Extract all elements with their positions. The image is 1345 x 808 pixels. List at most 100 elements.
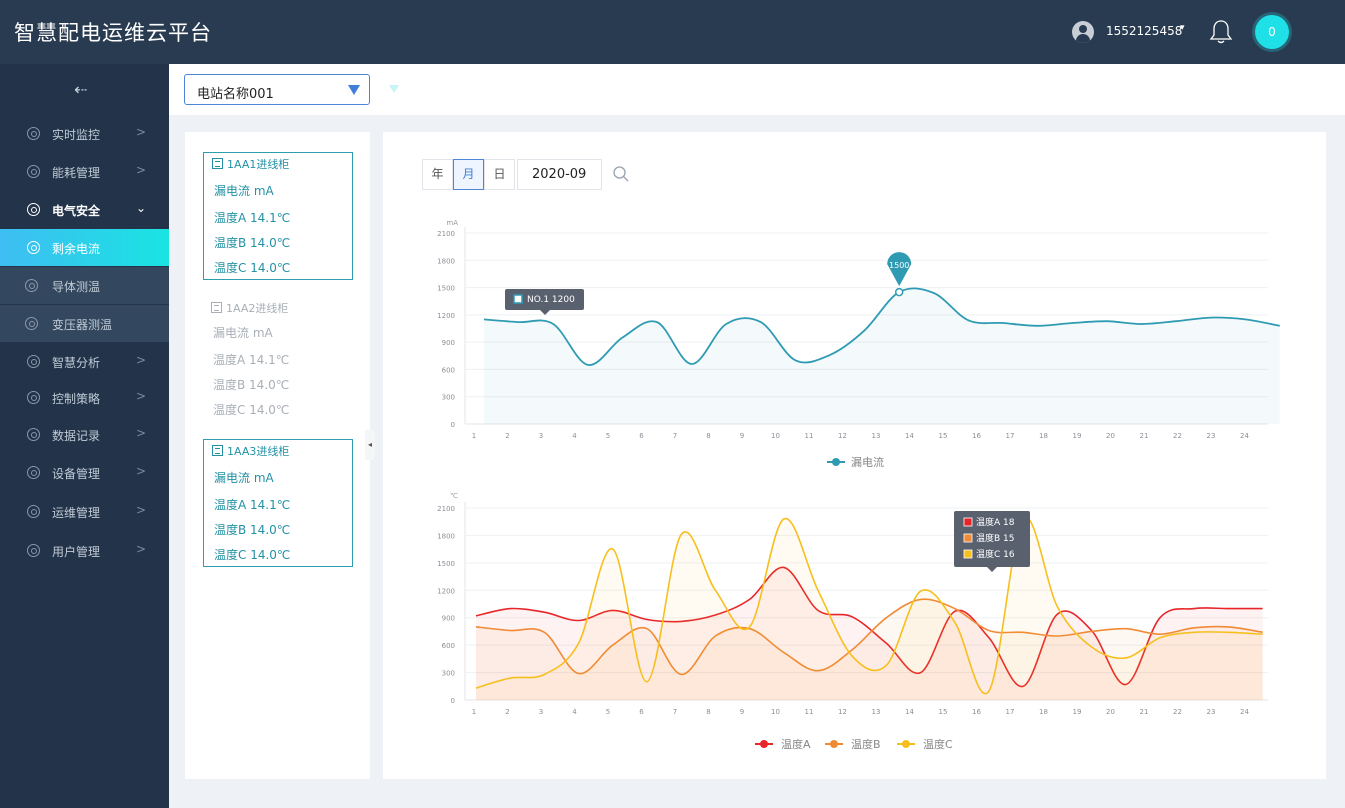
sidebar-item-control-strategy[interactable]: 控制策略 > [0, 379, 169, 416]
cabinet-temp-c: 温度C 14.0℃ [213, 403, 290, 417]
y-tick-label: 1800 [437, 532, 455, 540]
chart-panel: 年 月 日 2020-09 mA 0 300 600 900 1200 1500 1800 21… [383, 132, 1326, 779]
x-tick-label: 24 [1240, 432, 1249, 440]
x-tick-label: 15 [939, 708, 948, 716]
sidebar-subitem-transformer-temp[interactable]: 变压器测温 [0, 305, 169, 342]
x-tick-label: 12 [838, 708, 847, 716]
tooltip-temps: 温度A 18 温度B 15 温度C 16 [954, 511, 1030, 572]
y-tick-label: 600 [442, 642, 455, 650]
panel-collapse-tab[interactable]: ◂ [365, 430, 375, 460]
x-tick-label: 9 [740, 432, 744, 440]
chevron-right-icon: > [136, 426, 147, 440]
y-tick-label: 300 [442, 670, 455, 678]
bell-icon[interactable] [1208, 18, 1234, 46]
x-tick-label: 5 [606, 432, 610, 440]
y-tick-label: 1200 [437, 587, 455, 595]
peak-marker-label: 1500 [889, 261, 909, 270]
sidebar-item-electrical-safety[interactable]: 电气安全 ⌄ [0, 191, 169, 228]
x-tick-label: 17 [1006, 432, 1015, 440]
series-line-温度C [475, 516, 1263, 695]
cabinet-temp-a: 温度A 14.1℃ [213, 353, 290, 367]
legend-dot [760, 740, 768, 748]
x-tick-label: 14 [905, 708, 914, 716]
sidebar-item-energy[interactable]: 能耗管理 > [0, 153, 169, 190]
x-tick-label: 21 [1140, 432, 1149, 440]
x-tick-label: 4 [572, 708, 577, 716]
peak-marker-pin [887, 252, 912, 287]
x-tick-label: 19 [1073, 432, 1082, 440]
period-month-button[interactable]: 月 [453, 159, 484, 190]
gear-icon [27, 203, 40, 216]
x-tick-label: 4 [572, 432, 577, 440]
legend-漏电流: 漏电流 [827, 455, 884, 469]
tooltip-no1: NO.1 1200 [505, 289, 584, 315]
legend-dot [830, 740, 838, 748]
x-tick-label: 12 [838, 432, 847, 440]
legend-label: 漏电流 [851, 455, 884, 469]
y-tick-label: 300 [442, 394, 455, 402]
cabinet-card[interactable]: 1AA1进线柜 漏电流 mA 温度A 14.1℃ 温度B 14.0℃ 温度C 1… [203, 152, 353, 280]
sidebar-item-om-management[interactable]: 运维管理 > [0, 493, 169, 530]
tooltip-row: 温度A 18 [976, 516, 1015, 528]
x-tick-label: 10 [771, 708, 780, 716]
legend-dot [832, 458, 840, 466]
period-year-button[interactable]: 年 [422, 159, 453, 190]
sidebar-item-data-records[interactable]: 数据记录 > [0, 416, 169, 453]
secondary-dropdown-icon[interactable] [389, 85, 399, 93]
x-tick-label: 8 [706, 432, 710, 440]
station-select[interactable]: 电站名称001 [184, 74, 370, 105]
x-tick-label: 9 [740, 708, 744, 716]
chevron-right-icon: > [136, 503, 147, 517]
cabinet-temp-c: 温度C 14.0℃ [214, 548, 291, 562]
cabinet-temp-b: 温度B 14.0℃ [214, 523, 291, 537]
sidebar-item-user-management[interactable]: 用户管理 > [0, 532, 169, 569]
tooltip-row: 温度B 15 [976, 532, 1015, 544]
notification-badge[interactable]: 0 [1255, 15, 1289, 49]
x-tick-label: 1 [472, 432, 476, 440]
x-tick-label: 24 [1240, 708, 1249, 716]
user-dropdown-caret-icon[interactable]: ▾ [1180, 23, 1185, 33]
x-tick-label: 3 [539, 708, 543, 716]
y-tick-label: 0 [451, 697, 455, 705]
x-tick-label: 22 [1173, 708, 1182, 716]
legend-温度A: 温度A [755, 737, 811, 751]
sidebar-item-device-management[interactable]: 设备管理 > [0, 454, 169, 491]
x-tick-label: 23 [1207, 432, 1216, 440]
period-day-button[interactable]: 日 [484, 159, 515, 190]
cabinet-leak-current: 漏电流 mA [213, 326, 273, 340]
x-tick-label: 20 [1106, 708, 1115, 716]
cabinet-list-panel: 1AA1进线柜 漏电流 mA 温度A 14.1℃ 温度B 14.0℃ 温度C 1… [185, 132, 370, 779]
date-picker-input[interactable]: 2020-09 [517, 159, 602, 190]
x-tick-label: 3 [539, 432, 543, 440]
collapse-menu-icon[interactable]: ⇠ [74, 80, 88, 99]
document-icon [211, 302, 222, 313]
cabinet-temp-b: 温度B 14.0℃ [214, 236, 291, 250]
x-tick-label: 2 [505, 708, 509, 716]
sidebar-item-smart-analysis[interactable]: 智慧分析 > [0, 343, 169, 380]
search-icon[interactable] [612, 165, 630, 183]
cabinet-temp-a: 温度A 14.1℃ [214, 498, 291, 512]
y-tick-label: 1200 [437, 312, 455, 320]
sidebar-item-label: 用户管理 [52, 545, 101, 559]
cabinet-card[interactable]: 1AA3进线柜 漏电流 mA 温度A 14.1℃ 温度B 14.0℃ 温度C 1… [203, 439, 353, 567]
gear-icon [27, 127, 40, 140]
cabinet-card[interactable]: 1AA2进线柜 漏电流 mA 温度A 14.1℃ 温度B 14.0℃ 温度C 1… [203, 297, 353, 425]
gear-icon [27, 505, 40, 518]
sidebar-item-realtime-monitor[interactable]: 实时监控 > [0, 115, 169, 152]
document-icon [212, 158, 223, 169]
x-tick-label: 6 [639, 432, 644, 440]
sidebar-subitem-conductor-temp[interactable]: 导体测温 [0, 267, 169, 304]
cabinet-title: 1AA2进线柜 [226, 302, 289, 315]
document-icon [212, 445, 223, 456]
chevron-right-icon: > [136, 163, 147, 177]
sidebar-item-label: 电气安全 [52, 204, 101, 218]
series-area-温度C [476, 517, 1263, 700]
x-tick-label: 7 [673, 432, 677, 440]
user-avatar-icon[interactable] [1072, 21, 1094, 43]
sidebar-subitem-residual-current[interactable]: 剩余电流 [0, 229, 169, 266]
gear-icon [27, 241, 40, 254]
user-name[interactable]: 1552125458 [1106, 24, 1183, 38]
sidebar-item-label: 智慧分析 [52, 356, 101, 370]
y-tick-label: 600 [442, 366, 455, 374]
x-tick-label: 16 [972, 708, 981, 716]
